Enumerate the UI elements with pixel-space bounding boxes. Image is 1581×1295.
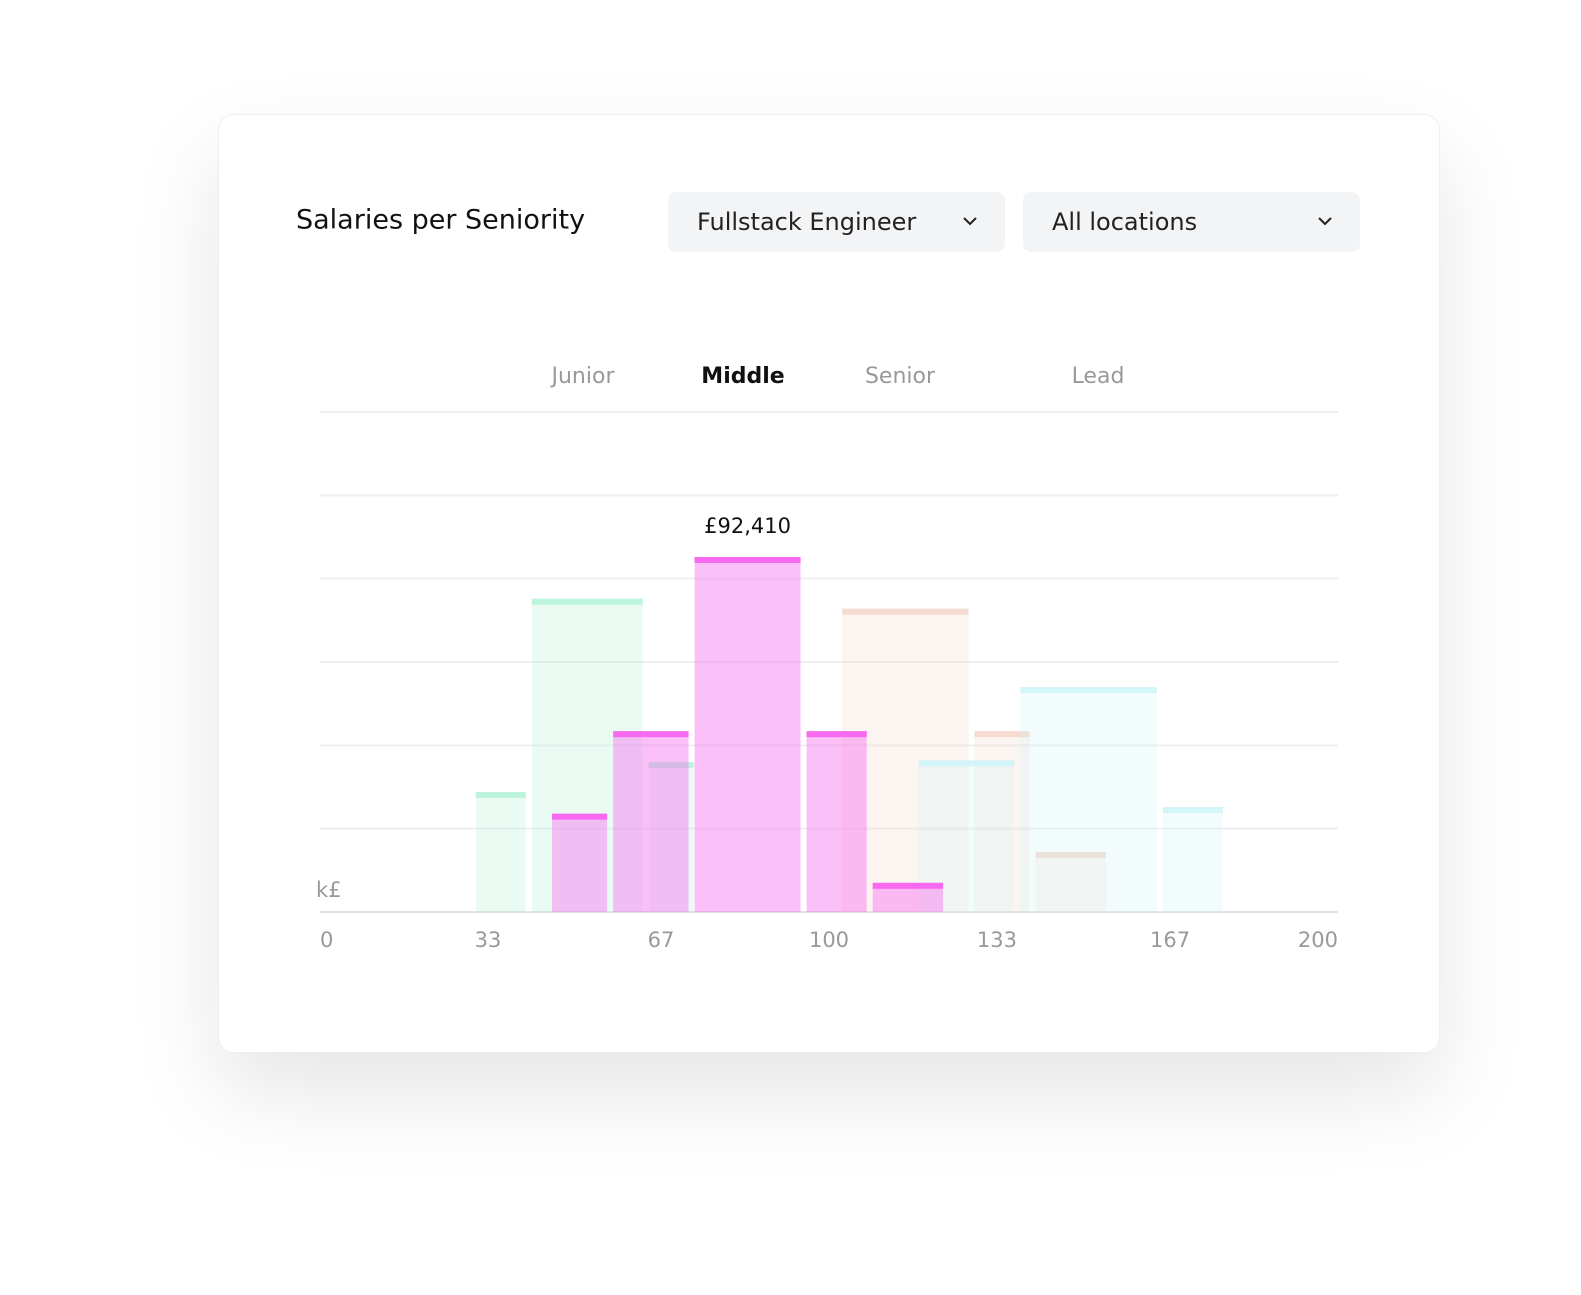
dropdown-label[interactable]: All locations	[1052, 208, 1197, 236]
legend-tab[interactable]: Junior	[550, 364, 616, 389]
dropdown-label[interactable]: Fullstack Engineer	[697, 208, 916, 236]
bar-cap	[1162, 807, 1224, 813]
legend-tab[interactable]: Middle	[701, 364, 784, 389]
x-tick-label: 0	[320, 928, 333, 952]
bar-cap	[1020, 687, 1157, 693]
dropdown-box[interactable]	[1023, 192, 1360, 252]
legend-tab[interactable]: Senior	[865, 364, 936, 389]
bar-cap	[552, 813, 608, 820]
chevron[interactable]	[963, 217, 977, 226]
y-unit: k£	[316, 878, 342, 902]
x-tick-label: 100	[809, 928, 849, 952]
bar	[475, 792, 526, 912]
dropdown[interactable]: Fullstack Engineer	[668, 192, 1005, 252]
bar-cap	[918, 760, 1015, 767]
bar	[531, 598, 643, 912]
legend-tab[interactable]: Lead	[1072, 364, 1125, 389]
bar	[613, 731, 689, 912]
bar	[648, 762, 694, 912]
card-title: Salaries per Seniority	[296, 205, 585, 236]
chevron[interactable]	[1318, 217, 1332, 226]
bar-cap	[648, 762, 694, 768]
bar-cap	[806, 731, 867, 738]
dropdown[interactable]: All locations	[1023, 192, 1360, 252]
bar	[1020, 687, 1157, 912]
x-tick-label: 200	[1298, 928, 1338, 952]
bar-cap	[694, 557, 801, 563]
x-tick-label: 133	[977, 928, 1017, 952]
bar-cap	[842, 608, 969, 615]
bar-cap	[613, 731, 689, 738]
bar-cap	[475, 792, 526, 798]
bar-cap	[1035, 852, 1106, 858]
x-tick-label: 167	[1150, 928, 1190, 952]
annotation: £92,410	[704, 514, 791, 538]
bar	[694, 557, 801, 912]
bar	[1162, 807, 1224, 912]
bar	[552, 813, 608, 912]
bar	[806, 731, 867, 912]
x-tick-label: 33	[475, 928, 502, 952]
bar	[1035, 852, 1106, 912]
card	[218, 114, 1440, 1053]
bar-cap	[531, 598, 643, 605]
bar-cap	[974, 731, 1030, 738]
bar-cap	[872, 882, 944, 889]
dropdown-box[interactable]	[668, 192, 1005, 252]
x-tick-label: 67	[648, 928, 675, 952]
